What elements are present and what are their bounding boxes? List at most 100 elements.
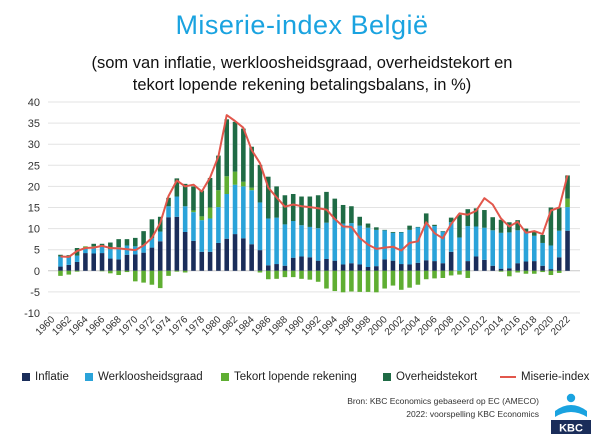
bar-segment-werkloosheidsgraad xyxy=(141,245,146,253)
bar-segment-overheidstekort xyxy=(365,223,371,228)
bar-segment-werkloosheidsgraad xyxy=(382,230,387,260)
bar-segment-inflatie xyxy=(116,259,121,271)
bar-segment-werkloosheidsgraad xyxy=(249,190,254,245)
bar-segment-werkloosheidsgraad xyxy=(299,225,304,257)
bar-segment-tekort-lopende-rekening xyxy=(66,270,72,275)
bar-segment-overheidstekort xyxy=(515,220,520,231)
bar-segment-overheidstekort xyxy=(282,195,288,225)
bar-segment-werkloosheidsgraad xyxy=(540,242,545,266)
y-tick-label: 5 xyxy=(34,245,40,257)
bar-segment-tekort-lopende-rekening xyxy=(540,270,545,273)
bar-segment-werkloosheidsgraad xyxy=(398,232,404,265)
bar-segment-tekort-lopende-rekening xyxy=(224,176,230,194)
bar-segment-tekort-lopende-rekening xyxy=(141,270,146,283)
bar-segment-tekort-lopende-rekening xyxy=(423,270,429,280)
bar-segment-tekort-lopende-rekening xyxy=(265,270,271,280)
bar-segment-tekort-lopende-rekening xyxy=(157,270,163,289)
bar-segment-inflatie xyxy=(232,234,238,271)
bar-segment-overheidstekort xyxy=(374,227,379,230)
bar-segment-werkloosheidsgraad xyxy=(407,229,412,265)
bar-segment-werkloosheidsgraad xyxy=(149,237,155,248)
bar-segment-inflatie xyxy=(307,257,313,271)
bar-segment-overheidstekort xyxy=(415,226,421,228)
bar-segment-werkloosheidsgraad xyxy=(74,255,80,262)
bar-segment-tekort-lopende-rekening xyxy=(174,270,180,272)
bar-segment-overheidstekort xyxy=(398,231,404,233)
bar-segment-inflatie xyxy=(448,251,454,271)
bar-segment-werkloosheidsgraad xyxy=(324,222,329,259)
bar-segment-inflatie xyxy=(315,260,321,271)
bar-segment-werkloosheidsgraad xyxy=(157,231,163,242)
bar-segment-inflatie xyxy=(349,263,354,271)
bar-segment-tekort-lopende-rekening xyxy=(166,270,171,276)
bar-segment-inflatie xyxy=(548,269,554,271)
bar-segment-tekort-lopende-rekening xyxy=(457,270,462,275)
bar-segment-overheidstekort xyxy=(191,186,196,211)
bar-segment-werkloosheidsgraad xyxy=(116,247,121,260)
bar-segment-werkloosheidsgraad xyxy=(482,227,487,260)
bar-segment-inflatie xyxy=(473,256,479,271)
bar-segment-overheidstekort xyxy=(299,196,304,226)
bar-segment-overheidstekort xyxy=(457,214,462,238)
bar-segment-inflatie xyxy=(465,261,471,271)
bar-segment-werkloosheidsgraad xyxy=(315,228,321,261)
bar-segment-werkloosheidsgraad xyxy=(241,186,246,239)
bar-segment-werkloosheidsgraad xyxy=(216,207,221,243)
bar-segment-inflatie xyxy=(324,258,329,271)
bar-segment-tekort-lopende-rekening xyxy=(83,246,88,248)
bar-segment-inflatie xyxy=(540,265,545,271)
bar-segment-werkloosheidsgraad xyxy=(415,227,421,263)
bar-segment-werkloosheidsgraad xyxy=(99,246,105,254)
bar-segment-inflatie xyxy=(174,216,180,271)
bar-segment-werkloosheidsgraad xyxy=(257,202,263,251)
bar-segment-overheidstekort xyxy=(357,216,363,226)
legend-line-miserie-index xyxy=(500,376,516,378)
bar-segment-tekort-lopende-rekening xyxy=(116,270,121,276)
y-tick-label: -5 xyxy=(30,287,40,299)
bar-segment-inflatie xyxy=(490,265,496,271)
bar-segment-tekort-lopende-rekening xyxy=(199,216,205,221)
bar-segment-overheidstekort xyxy=(274,186,279,218)
bar-segment-werkloosheidsgraad xyxy=(91,247,97,254)
bar-segment-inflatie xyxy=(216,242,221,271)
bar-segment-werkloosheidsgraad xyxy=(199,220,205,252)
bar-segment-overheidstekort xyxy=(490,217,496,231)
bar-segment-inflatie xyxy=(249,244,254,271)
bar-segment-inflatie xyxy=(66,264,72,271)
bar-segment-overheidstekort xyxy=(91,243,97,247)
bar-segment-overheidstekort xyxy=(382,229,387,231)
legend-item-miserie-index: Miserie-index xyxy=(500,371,589,383)
chart-plot: -10-505101520253035401960196219641966196… xyxy=(24,97,580,338)
bar-segment-inflatie xyxy=(374,266,379,271)
bar-segment-inflatie xyxy=(74,261,80,271)
bar-segment-tekort-lopende-rekening xyxy=(465,270,471,278)
bar-segment-overheidstekort xyxy=(249,146,254,188)
bar-segment-tekort-lopende-rekening xyxy=(99,270,105,272)
bar-segment-inflatie xyxy=(365,267,371,271)
bar-segment-tekort-lopende-rekening xyxy=(249,187,254,191)
bar-segment-overheidstekort xyxy=(241,128,246,182)
bar-segment-tekort-lopende-rekening xyxy=(290,270,296,278)
bar-segment-werkloosheidsgraad xyxy=(224,193,230,239)
source-note: Bron: KBC Economics gebaseerd op EC (AME… xyxy=(347,395,539,421)
bar-segment-werkloosheidsgraad xyxy=(357,225,363,265)
bar-segment-overheidstekort xyxy=(340,204,346,224)
bar-segment-tekort-lopende-rekening xyxy=(390,270,396,286)
bar-segment-inflatie xyxy=(423,260,429,271)
bar-segment-tekort-lopende-rekening xyxy=(58,270,63,276)
bar-segment-inflatie xyxy=(91,253,97,271)
bar-segment-inflatie xyxy=(132,254,138,271)
bar-segment-werkloosheidsgraad xyxy=(473,226,479,257)
bar-segment-tekort-lopende-rekening xyxy=(332,270,338,292)
y-tick-label: -10 xyxy=(24,308,40,320)
bar-segment-tekort-lopende-rekening xyxy=(507,270,512,277)
y-tick-label: 15 xyxy=(28,203,40,215)
bar-segment-werkloosheidsgraad xyxy=(182,206,188,232)
bar-segment-tekort-lopende-rekening xyxy=(299,270,304,279)
bar-segment-overheidstekort xyxy=(407,225,412,230)
y-tick-label: 35 xyxy=(28,118,40,130)
chart-title: Miserie-index België xyxy=(175,10,429,40)
bar-segment-tekort-lopende-rekening xyxy=(432,270,437,279)
bar-segment-werkloosheidsgraad xyxy=(83,247,88,254)
y-tick-label: 10 xyxy=(28,224,40,236)
